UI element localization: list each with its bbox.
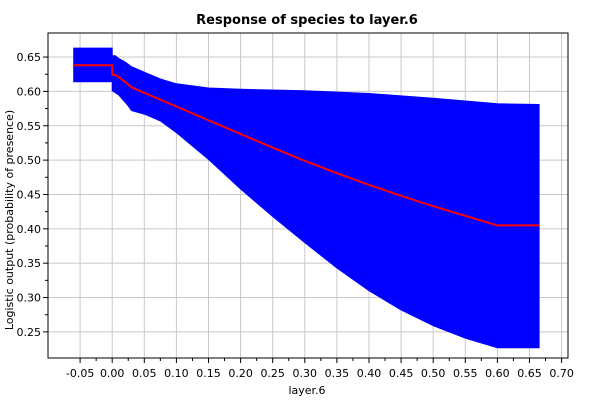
y-tick-label: 0.60 [17,85,42,98]
x-tick-label: 0.50 [421,367,446,380]
x-tick-label: 0.45 [389,367,414,380]
x-tick-label: -0.05 [66,367,94,380]
x-tick-label: 0.00 [100,367,125,380]
x-tick-label: 0.65 [517,367,542,380]
y-tick-label: 0.30 [17,292,42,305]
x-axis-ticks: -0.05 0.00 0.05 0.10 0.15 0.20 0.25 0.30 0.35 0.4… [66,358,574,380]
confidence-band [73,47,540,349]
y-tick-label: 0.50 [17,154,42,167]
chart-title: Response of species to layer.6 [196,13,418,28]
x-tick-label: 0.35 [325,367,350,380]
mean-response-layer [73,64,540,227]
y-tick-label: 0.35 [17,257,42,270]
y-tick-label: 0.45 [17,188,42,201]
x-tick-label: 0.55 [453,367,478,380]
x-tick-label: 0.25 [260,367,285,380]
y-tick-label: 0.55 [17,120,42,133]
x-tick-label: 0.70 [549,367,574,380]
y-axis-ticks: 0.25 0.30 0.35 0.40 0.45 0.50 0.55 0.60 0.65 [17,51,48,339]
plot-frame [47,32,569,359]
x-axis-label: layer.6 [288,384,325,397]
y-axis-label: Logistic output (probability of presence… [3,110,16,330]
y-tick-label: 0.65 [17,51,42,64]
x-tick-label: 0.10 [164,367,189,380]
x-tick-label: 0.40 [357,367,382,380]
x-tick-label: 0.15 [196,367,221,380]
x-tick-label: 0.20 [228,367,253,380]
x-tick-label: 0.05 [132,367,157,380]
confidence-band-layer [73,47,540,349]
x-tick-label: 0.30 [293,367,318,380]
y-tick-label: 0.25 [17,326,42,339]
y-tick-label: 0.40 [17,223,42,236]
x-tick-label: 0.60 [485,367,510,380]
mean-response-line [73,64,540,227]
